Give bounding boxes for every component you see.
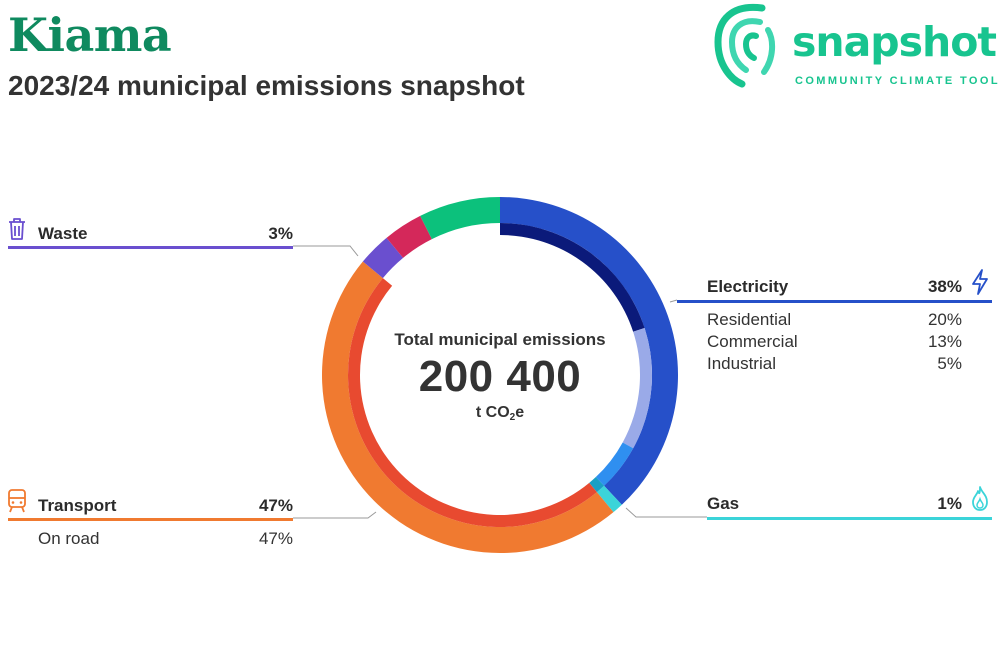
sub-label: On road (38, 529, 100, 548)
outer-slice-waste (362, 237, 404, 279)
electricity-underline (677, 300, 992, 303)
leader-lines (293, 245, 707, 519)
inner-ring (348, 223, 653, 527)
leader-line-electricity (669, 299, 678, 303)
page-subtitle: 2023/24 municipal emissions snapshot (8, 70, 525, 101)
waste-percent: 3% (268, 224, 293, 243)
leader-line-gas (625, 507, 707, 518)
logo-tagline: COMMUNITY CLIMATE TOOL (795, 75, 1000, 87)
unit-suffix: e (515, 404, 525, 421)
flame-icon (972, 486, 988, 511)
gas-percent: 1% (937, 494, 962, 513)
total-emissions-value: 200 400 (418, 352, 582, 401)
outer-ring (321, 197, 678, 554)
fingerprint-logo-icon (714, 3, 776, 88)
sub-label: Residential (707, 310, 792, 329)
electricity-label: Electricity 38% (707, 277, 962, 299)
center-label: Total municipal emissions (394, 330, 606, 349)
total-emissions-unit: t CO2e (380, 404, 620, 423)
gas-underline (707, 517, 992, 520)
sub-percent: 13% (927, 332, 962, 351)
electricity-name: Electricity (707, 277, 789, 296)
transport-underline (8, 518, 293, 521)
sub-percent: 47% (258, 529, 293, 548)
sub-label: Commercial (707, 332, 798, 351)
outer-slice-transport (321, 261, 614, 554)
outer-slice-electricity (500, 197, 678, 505)
gas-name: Gas (707, 494, 740, 513)
waste-name: Waste (38, 224, 88, 243)
electricity-sub-industrial: Industrial 5% (707, 354, 962, 374)
inner-slice-electricity_residential (500, 223, 645, 332)
electricity-percent: 38% (927, 277, 962, 296)
train-icon (8, 489, 26, 513)
outer-slice-other (420, 197, 500, 240)
sub-percent: 5% (937, 354, 962, 373)
logo-wordmark: snapshot (792, 18, 997, 66)
unit-prefix: t CO (475, 404, 510, 421)
leader-line-waste (293, 245, 359, 257)
waste-label: Waste 3% (38, 224, 293, 246)
transport-percent: 47% (258, 496, 293, 515)
electricity-sub-residential: Residential 20% (707, 310, 962, 330)
outer-slice-agriculture (386, 215, 432, 258)
inner-slice-electricity_industrial (595, 442, 634, 486)
transport-label: Transport 47% (38, 496, 293, 518)
page-title: Kiama (8, 8, 172, 62)
inner-slice-gas_inner (589, 477, 605, 493)
sub-percent: 20% (927, 310, 962, 329)
sub-label: Industrial (707, 354, 776, 373)
inner-slice-electricity_commercial (622, 328, 653, 449)
leader-line-transport (293, 511, 377, 519)
unit-subscript: 2 (509, 412, 516, 423)
transport-name: Transport (38, 496, 117, 515)
transport-sub-on-road: On road 47% (38, 529, 293, 549)
inner-slice-transport_inner (348, 278, 597, 527)
electricity-sub-commercial: Commercial 13% (707, 332, 962, 352)
lightning-bolt-icon (972, 269, 988, 295)
snapshot-logo: snapshot COMMUNITY CLIMATE TOOL (712, 0, 1000, 90)
gas-label: Gas 1% (707, 494, 962, 516)
trash-can-icon (9, 218, 25, 240)
waste-underline (8, 246, 293, 249)
outer-slice-gas (596, 485, 622, 513)
